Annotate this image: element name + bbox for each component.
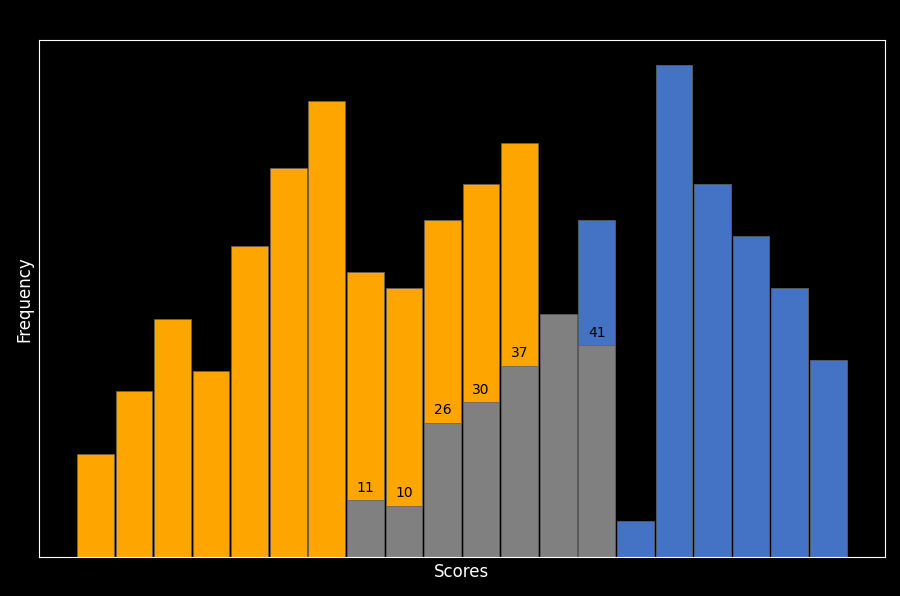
- Bar: [501, 142, 538, 365]
- Bar: [115, 392, 152, 557]
- Bar: [270, 169, 307, 557]
- Text: 37: 37: [511, 346, 528, 361]
- Bar: [385, 505, 422, 557]
- X-axis label: Scores: Scores: [434, 563, 490, 581]
- Bar: [347, 501, 383, 557]
- Bar: [347, 272, 383, 501]
- Text: 47: 47: [550, 294, 567, 309]
- Bar: [193, 371, 230, 557]
- Bar: [501, 365, 538, 557]
- Bar: [694, 184, 731, 557]
- Bar: [540, 313, 577, 557]
- Bar: [771, 288, 808, 557]
- Text: 41: 41: [588, 325, 606, 340]
- Bar: [579, 345, 615, 557]
- Text: 11: 11: [356, 481, 374, 495]
- Text: 30: 30: [472, 383, 490, 397]
- Bar: [617, 521, 653, 557]
- Text: 26: 26: [434, 403, 451, 417]
- Text: 10: 10: [395, 486, 413, 501]
- Bar: [463, 184, 500, 402]
- Bar: [309, 101, 345, 557]
- Title: Distribution of pre–test and post–test scores: Distribution of pre–test and post–test s…: [263, 15, 662, 33]
- Bar: [77, 454, 113, 557]
- Bar: [579, 221, 615, 345]
- Bar: [424, 221, 461, 423]
- Bar: [424, 423, 461, 557]
- Text: 7: 7: [631, 502, 640, 516]
- Bar: [385, 288, 422, 505]
- Bar: [810, 361, 847, 557]
- Bar: [733, 236, 770, 557]
- Bar: [655, 65, 692, 557]
- Y-axis label: Frequency: Frequency: [15, 256, 33, 342]
- Bar: [231, 246, 268, 557]
- Bar: [463, 402, 500, 557]
- Bar: [154, 319, 191, 557]
